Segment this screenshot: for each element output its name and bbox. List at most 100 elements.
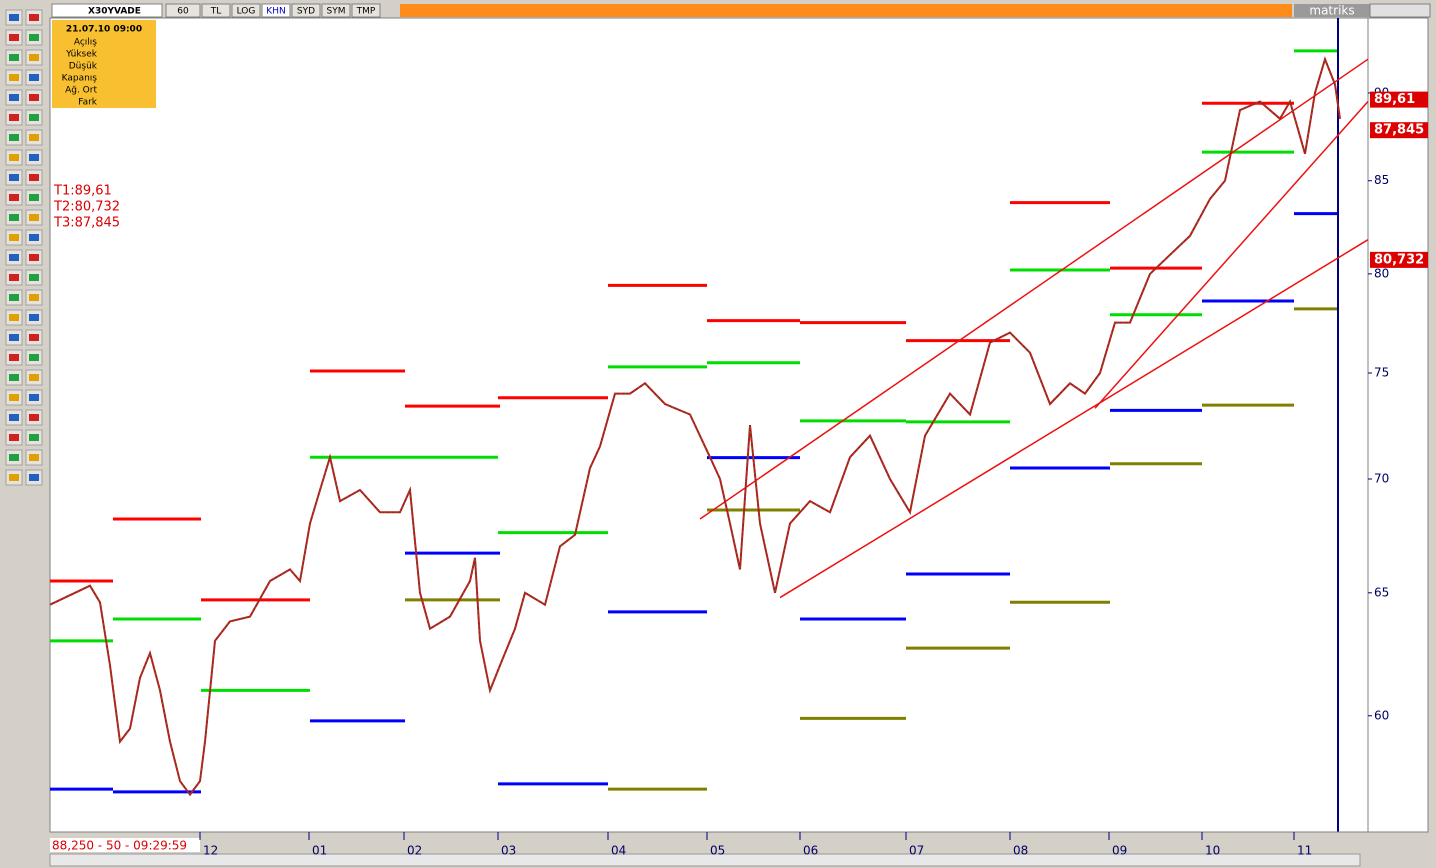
tool-icon [9, 374, 19, 381]
symbol-box[interactable] [51, 3, 163, 18]
brand: matriks [1309, 4, 1354, 18]
trend-line [699, 58, 1369, 520]
tool-icon [9, 254, 19, 261]
tool-icon [9, 34, 19, 41]
x-tick-label: 07 [909, 844, 924, 858]
x-tick-label: 05 [710, 844, 725, 858]
y-tick-label: 80 [1374, 266, 1389, 280]
target: T1:89,61 [53, 184, 112, 199]
tool-icon [29, 74, 39, 81]
tool-icon [9, 114, 19, 121]
target: T3:87,845 [53, 216, 120, 231]
toolbar-label: SYD [297, 7, 315, 17]
tool-icon [29, 194, 39, 201]
y-tick-label: 85 [1374, 173, 1389, 187]
tool-icon [9, 94, 19, 101]
tool-icon [29, 54, 39, 61]
tool-icon [29, 14, 39, 21]
tool-icon [9, 314, 19, 321]
tool-icon [9, 294, 19, 301]
status-bg [50, 838, 200, 852]
tool-icon [29, 434, 39, 441]
tool-icon [29, 154, 39, 161]
y-tick-label: 60 [1374, 708, 1389, 722]
tool-icon [29, 94, 39, 101]
toolbar-label: SYM [327, 7, 346, 17]
toolbar-label: KHN [266, 7, 285, 17]
tool-icon [9, 214, 19, 221]
tool-icon [29, 234, 39, 241]
info-label: Düşük [69, 62, 98, 72]
tool-icon [9, 234, 19, 241]
tool-icon [29, 414, 39, 421]
status: 88,250 - 50 - 09:29:59 [52, 839, 187, 853]
toolbar-label: 60 [177, 7, 189, 17]
symbol: X30YVADE [88, 7, 141, 17]
tool-icon [29, 254, 39, 261]
tool-icon [29, 374, 39, 381]
y-tick-label: 65 [1374, 585, 1389, 599]
info-label: Fark [78, 98, 98, 108]
x-tick-label: 06 [803, 844, 818, 858]
price-line-shade [49, 57, 1341, 796]
price-badge-label: 87,845 [1374, 123, 1424, 138]
info-label: Kapanış [62, 74, 98, 84]
toolbar-label: LOG [237, 7, 256, 17]
x-tick-label: 12 [203, 844, 218, 858]
tool-icon [29, 294, 39, 301]
info-label: Açılış [74, 38, 97, 48]
tool-icon [29, 354, 39, 361]
plot-bg [49, 17, 1429, 833]
toolbar-button[interactable] [231, 3, 261, 18]
tool-icon [9, 154, 19, 161]
tool-icon [29, 34, 39, 41]
toolbar-label: TMP [356, 7, 376, 17]
tool-icon [9, 334, 19, 341]
price-badge [1370, 91, 1428, 108]
brand-bg [1294, 4, 1370, 17]
tool-icon [29, 454, 39, 461]
x-tick-label: 08 [1013, 844, 1028, 858]
tool-icon [9, 274, 19, 281]
info-box [52, 20, 156, 108]
toolbar-label: TL [210, 7, 222, 17]
tool-icon [9, 394, 19, 401]
tool-icon [29, 274, 39, 281]
toolbar-button[interactable] [201, 3, 231, 18]
tool-icon [9, 74, 19, 81]
x-tick-label: 01 [312, 844, 327, 858]
y-tick-label: 70 [1374, 471, 1389, 485]
toolbar-button[interactable] [165, 3, 201, 18]
tool-icon [29, 214, 39, 221]
tool-icon [9, 414, 19, 421]
x-tick-label: 09 [1112, 844, 1127, 858]
toolbar-button[interactable] [321, 3, 351, 18]
window-controls[interactable] [1369, 3, 1431, 18]
price-badge [1370, 122, 1428, 139]
tool-icon [9, 434, 19, 441]
title-bar [400, 4, 1292, 17]
tool-icon [9, 194, 19, 201]
tool-icon [9, 474, 19, 481]
price-badge-label: 89,61 [1374, 92, 1415, 107]
tool-icon [29, 174, 39, 181]
trend-line [779, 239, 1369, 599]
toolbar-button[interactable] [351, 3, 381, 18]
trend-line [1094, 101, 1369, 409]
tool-icon [29, 394, 39, 401]
info-label: Yüksek [65, 50, 98, 60]
tool-icon [9, 54, 19, 61]
tool-icon [9, 14, 19, 21]
info-date: 21.07.10 09:00 [66, 25, 142, 35]
price-badge-label: 80,732 [1374, 252, 1424, 267]
info-label: Ağ. Ort [65, 86, 97, 96]
x-tick-label: 02 [407, 844, 422, 858]
x-tick-label: 10 [1205, 844, 1220, 858]
toolbar-button[interactable] [261, 3, 291, 18]
target: T2:80,732 [53, 200, 120, 215]
tool-icon [9, 354, 19, 361]
toolbar-button[interactable] [291, 3, 321, 18]
x-tick-label: 04 [611, 844, 626, 858]
scrollbar[interactable] [49, 853, 1361, 867]
